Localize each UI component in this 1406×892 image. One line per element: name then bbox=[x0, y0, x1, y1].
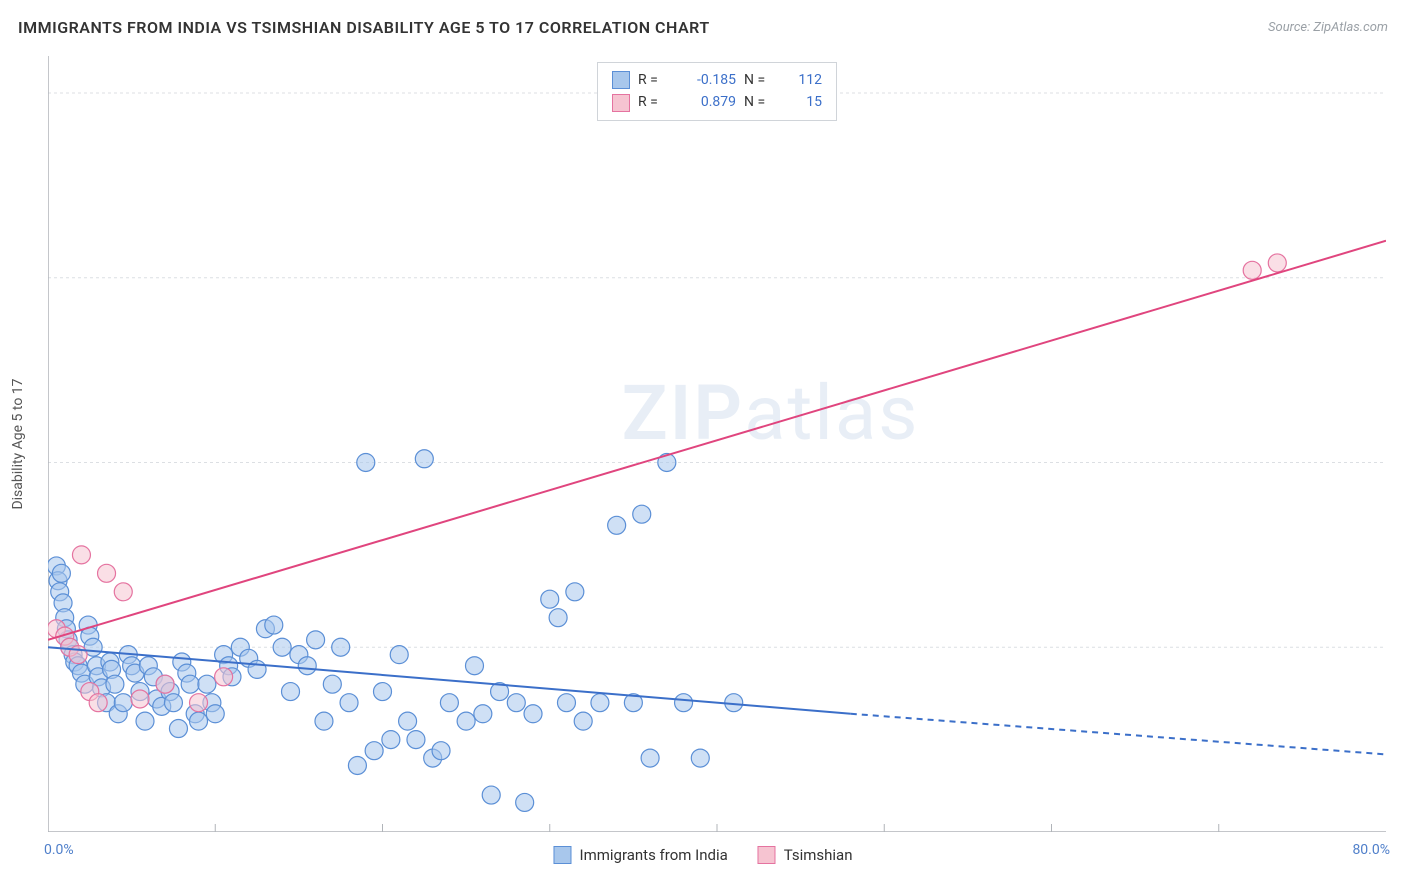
x-tick-label-right: 80.0% bbox=[1352, 842, 1390, 858]
legend-row-series-0: R = -0.185 N = 112 bbox=[612, 69, 822, 91]
n-value-0: 112 bbox=[782, 69, 822, 91]
n-label: N = bbox=[744, 91, 774, 113]
legend-row-series-1: R = 0.879 N = 15 bbox=[612, 91, 822, 113]
source-label: Source: ZipAtlas.com bbox=[1268, 20, 1388, 35]
legend-label-0: Immigrants from India bbox=[579, 846, 727, 864]
r-value-0: -0.185 bbox=[676, 69, 736, 91]
legend-item-1: Tsimshian bbox=[758, 846, 853, 864]
r-label: R = bbox=[638, 69, 668, 91]
swatch-series-0 bbox=[612, 71, 630, 89]
swatch-bottom-1 bbox=[758, 846, 776, 864]
legend-label-1: Tsimshian bbox=[784, 846, 853, 864]
chart-area: Disability Age 5 to 17 ZIPatlas R = -0.1… bbox=[48, 56, 1386, 832]
n-value-1: 15 bbox=[782, 91, 822, 113]
correlation-legend: R = -0.185 N = 112 R = 0.879 N = 15 bbox=[597, 62, 837, 121]
n-label: N = bbox=[744, 69, 774, 91]
chart-title: IMMIGRANTS FROM INDIA VS TSIMSHIAN DISAB… bbox=[18, 18, 710, 37]
scatter-plot bbox=[48, 56, 1386, 832]
r-label: R = bbox=[638, 91, 668, 113]
swatch-series-1 bbox=[612, 94, 630, 112]
swatch-bottom-0 bbox=[553, 846, 571, 864]
x-tick-label-left: 0.0% bbox=[44, 842, 74, 858]
y-axis-label: Disability Age 5 to 17 bbox=[10, 378, 26, 509]
series-legend: Immigrants from India Tsimshian bbox=[553, 846, 852, 864]
r-value-1: 0.879 bbox=[676, 91, 736, 113]
header-row: IMMIGRANTS FROM INDIA VS TSIMSHIAN DISAB… bbox=[18, 18, 1388, 37]
legend-item-0: Immigrants from India bbox=[553, 846, 727, 864]
